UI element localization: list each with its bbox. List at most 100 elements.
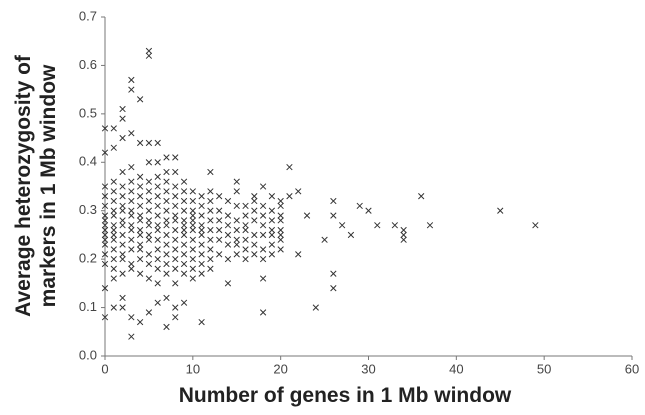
point xyxy=(189,217,196,224)
point xyxy=(163,222,170,229)
point xyxy=(119,231,126,239)
point xyxy=(198,222,205,229)
point xyxy=(321,236,328,243)
point xyxy=(101,285,109,292)
point xyxy=(172,304,179,311)
point xyxy=(233,188,240,195)
y-tick-label: 0.0 xyxy=(79,347,97,362)
point xyxy=(136,183,144,190)
point xyxy=(154,246,161,253)
point xyxy=(242,226,249,234)
point xyxy=(216,217,223,224)
point xyxy=(128,188,135,195)
point xyxy=(180,188,188,195)
point xyxy=(259,275,267,282)
point xyxy=(110,197,117,205)
point xyxy=(163,197,170,205)
point xyxy=(145,188,153,195)
point xyxy=(110,231,117,239)
point xyxy=(163,241,170,248)
point xyxy=(426,222,434,229)
point xyxy=(172,217,179,224)
point xyxy=(128,197,135,205)
point xyxy=(128,207,135,214)
point xyxy=(163,168,170,176)
point xyxy=(312,304,319,311)
point xyxy=(295,188,302,195)
point xyxy=(198,251,205,258)
point xyxy=(145,260,153,268)
point xyxy=(198,318,205,326)
point xyxy=(207,217,214,224)
point xyxy=(233,251,240,258)
point xyxy=(119,168,126,176)
point xyxy=(277,217,284,224)
point xyxy=(136,231,144,239)
point xyxy=(180,178,188,185)
point xyxy=(198,231,205,239)
point xyxy=(136,217,144,224)
point xyxy=(154,183,161,190)
point xyxy=(128,130,135,137)
point xyxy=(128,86,135,93)
point xyxy=(224,241,232,248)
point xyxy=(136,212,144,219)
point xyxy=(172,236,179,243)
point xyxy=(101,241,109,248)
point xyxy=(172,154,179,161)
y-tick-label: 0.4 xyxy=(79,154,97,169)
point xyxy=(119,207,126,214)
point xyxy=(172,226,179,234)
point xyxy=(101,202,109,210)
point xyxy=(128,212,135,219)
point xyxy=(189,197,196,205)
point xyxy=(128,314,135,321)
point xyxy=(338,222,346,229)
point xyxy=(110,207,117,214)
point xyxy=(163,231,170,239)
point xyxy=(224,197,232,205)
y-tick-label: 0.6 xyxy=(79,57,97,72)
x-tick-label: 30 xyxy=(361,361,375,376)
point xyxy=(101,251,109,258)
point xyxy=(242,255,249,263)
point xyxy=(119,134,126,142)
point xyxy=(268,241,276,248)
point xyxy=(110,265,117,272)
point xyxy=(532,222,539,229)
point xyxy=(119,115,126,122)
point xyxy=(128,260,135,268)
point xyxy=(145,207,153,214)
point xyxy=(180,231,188,239)
point xyxy=(347,231,355,239)
point xyxy=(198,212,205,219)
point xyxy=(286,163,293,171)
point xyxy=(172,193,179,200)
point xyxy=(101,260,109,268)
point xyxy=(136,318,144,326)
point xyxy=(154,265,161,272)
point xyxy=(154,173,161,180)
x-tick-label: 60 xyxy=(625,361,639,376)
point xyxy=(224,280,232,287)
point xyxy=(136,255,144,263)
point xyxy=(172,246,179,253)
point xyxy=(277,246,284,253)
point xyxy=(145,197,153,205)
point xyxy=(136,246,144,253)
point xyxy=(119,304,126,311)
point xyxy=(145,222,153,229)
point xyxy=(259,255,267,263)
point xyxy=(259,202,267,210)
point xyxy=(180,197,188,205)
point xyxy=(303,212,311,219)
point xyxy=(242,202,249,210)
point xyxy=(128,226,135,234)
point xyxy=(224,255,232,263)
point xyxy=(207,207,214,214)
y-tick-label: 0.2 xyxy=(79,251,97,266)
point xyxy=(128,163,135,171)
point xyxy=(154,159,161,166)
point xyxy=(136,96,144,103)
